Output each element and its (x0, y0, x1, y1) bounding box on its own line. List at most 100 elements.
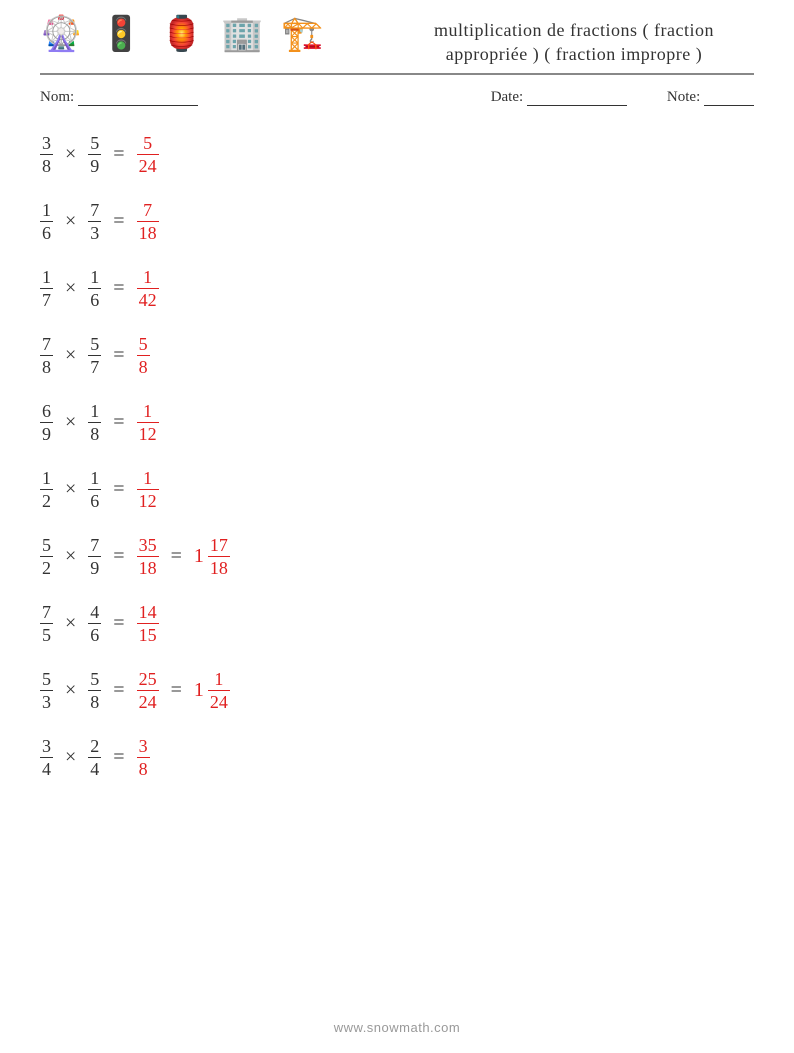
note-blank[interactable] (704, 91, 754, 106)
fraction-numerator: 1 (88, 268, 101, 286)
fraction: 12 (40, 469, 53, 510)
equals-operator: = (107, 679, 130, 702)
equals-operator: = (107, 277, 130, 300)
fraction-denominator: 9 (40, 425, 53, 443)
fraction-numerator: 5 (141, 134, 154, 152)
fraction: 112 (137, 402, 159, 443)
worksheet-title: multiplication de fractions ( fraction a… (394, 18, 754, 67)
times-operator: × (59, 411, 82, 434)
meta-row: Nom: Date: Note: (40, 89, 754, 106)
equals-operator: = (107, 478, 130, 501)
equation-row: 12×16=112 (40, 469, 754, 510)
fraction: 34 (40, 737, 53, 778)
times-operator: × (59, 679, 82, 702)
mixed-number: 11718 (194, 536, 230, 577)
fraction-denominator: 24 (208, 693, 230, 711)
fraction-bar (137, 757, 150, 758)
times-operator: × (59, 143, 82, 166)
fraction: 124 (208, 670, 230, 711)
fraction-numerator: 14 (137, 603, 159, 621)
fraction-bar (40, 623, 53, 624)
fraction: 524 (137, 134, 159, 175)
header-bar: 🎡🚦🏮🏢🏗️ multiplication de fractions ( fra… (40, 18, 754, 75)
equation-row: 69×18=112 (40, 402, 754, 443)
fraction-denominator: 8 (88, 693, 101, 711)
fraction-bar (40, 757, 53, 758)
date-label: Date: (491, 89, 627, 106)
fraction: 38 (40, 134, 53, 175)
fraction-denominator: 7 (88, 358, 101, 376)
content: 🎡🚦🏮🏢🏗️ multiplication de fractions ( fra… (0, 0, 794, 778)
fraction: 16 (88, 268, 101, 309)
fraction: 112 (137, 469, 159, 510)
fraction-bar (40, 422, 53, 423)
equals-operator: = (107, 344, 130, 367)
fraction: 46 (88, 603, 101, 644)
header-icon: 🏮 (161, 18, 203, 52)
fraction: 57 (88, 335, 101, 376)
fraction-bar (137, 221, 159, 222)
fraction-numerator: 1 (141, 469, 154, 487)
fraction-numerator: 7 (88, 536, 101, 554)
fraction-denominator: 8 (88, 425, 101, 443)
fraction-denominator: 3 (40, 693, 53, 711)
fraction-denominator: 24 (137, 157, 159, 175)
fraction-denominator: 5 (40, 626, 53, 644)
equation-row: 52×79=3518=11718 (40, 536, 754, 577)
fraction-bar (137, 422, 159, 423)
problem-list: 38×59=52416×73=71817×16=14278×57=5869×18… (40, 134, 754, 778)
header-icons: 🎡🚦🏮🏢🏗️ (40, 18, 324, 52)
equation-row: 17×16=142 (40, 268, 754, 309)
fraction-bar (40, 355, 53, 356)
fraction-denominator: 9 (88, 157, 101, 175)
date-blank[interactable] (527, 91, 627, 106)
fraction: 3518 (137, 536, 159, 577)
fraction-numerator: 1 (88, 469, 101, 487)
fraction-numerator: 25 (137, 670, 159, 688)
fraction-numerator: 5 (40, 670, 53, 688)
fraction-numerator: 5 (88, 134, 101, 152)
fraction-denominator: 4 (40, 760, 53, 778)
fraction-denominator: 18 (137, 559, 159, 577)
fraction-denominator: 18 (137, 224, 159, 242)
fraction: 16 (88, 469, 101, 510)
fraction-denominator: 6 (88, 492, 101, 510)
fraction-bar (137, 690, 159, 691)
fraction-bar (40, 690, 53, 691)
mixed-whole: 1 (194, 545, 206, 568)
fraction: 52 (40, 536, 53, 577)
equation-row: 7 8 × 57 = 58 (40, 335, 754, 376)
times-operator: × (59, 612, 82, 635)
fraction: 75 (40, 603, 53, 644)
times-operator: × (59, 344, 82, 367)
header-icon: 🏗️ (281, 18, 323, 52)
equals-operator: = (107, 545, 130, 568)
fraction-denominator: 6 (40, 224, 53, 242)
fraction: 142 (137, 268, 159, 309)
footer-url: www.snowmath.com (0, 1020, 794, 1035)
fraction-numerator: 4 (88, 603, 101, 621)
fraction-denominator: 8 (137, 358, 150, 376)
fraction-numerator: 5 (88, 335, 101, 353)
name-label-text: Nom: (40, 89, 74, 105)
fraction-bar (40, 154, 53, 155)
times-operator: × (59, 545, 82, 568)
fraction-denominator: 2 (40, 559, 53, 577)
fraction: 1718 (208, 536, 230, 577)
mixed-number: 1124 (194, 670, 230, 711)
name-label: Nom: (40, 89, 198, 106)
fraction-numerator: 1 (40, 268, 53, 286)
fraction: 38 (137, 737, 150, 778)
header-icon: 🏢 (221, 18, 263, 52)
fraction-bar (88, 690, 101, 691)
fraction: 58 (137, 335, 150, 376)
fraction-denominator: 4 (88, 760, 101, 778)
equation-row: 34×24=38 (40, 737, 754, 778)
fraction-numerator: 17 (208, 536, 230, 554)
name-blank[interactable] (78, 91, 198, 106)
fraction-bar (40, 221, 53, 222)
fraction-denominator: 2 (40, 492, 53, 510)
fraction-bar (88, 757, 101, 758)
fraction-bar (137, 355, 150, 356)
times-operator: × (59, 277, 82, 300)
